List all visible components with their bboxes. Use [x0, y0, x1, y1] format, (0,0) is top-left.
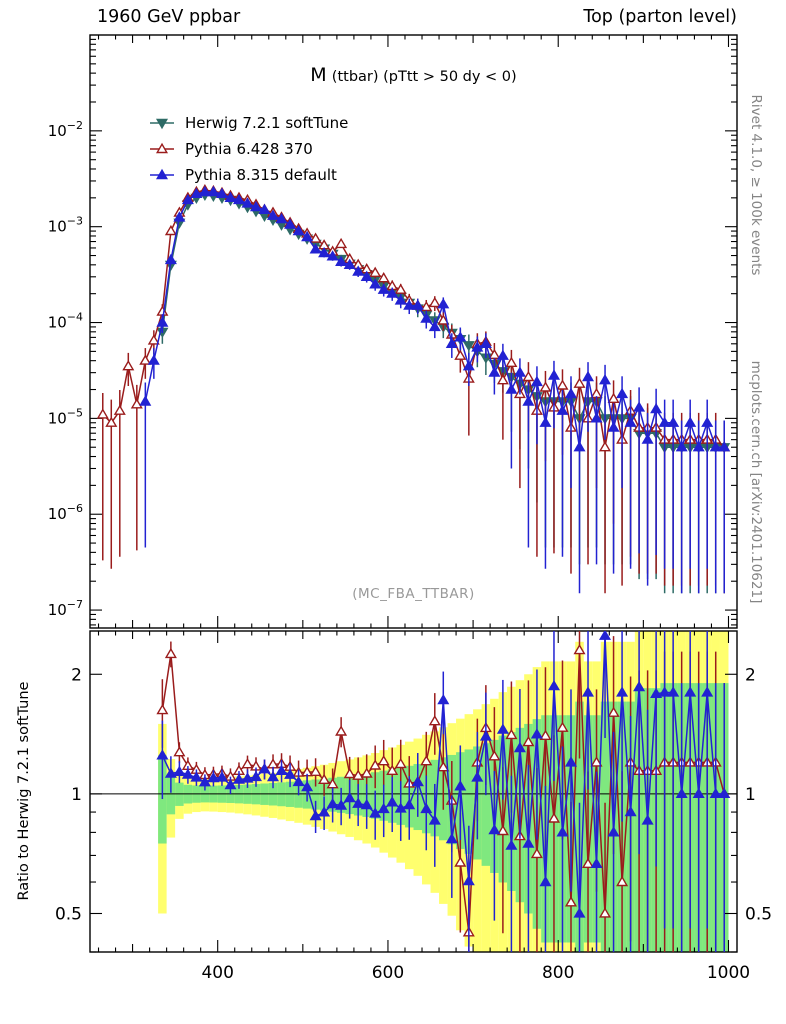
series-main-1 — [96, 184, 731, 594]
svg-text:1: 1 — [71, 785, 82, 805]
legend: Herwig 7.2.1 softTune Pythia 6.428 370 P… — [148, 110, 348, 188]
series-main-2 — [139, 185, 731, 594]
svg-text:10−6: 10−6 — [48, 502, 83, 523]
svg-text:10−7: 10−7 — [48, 598, 83, 619]
svg-text:10−3: 10−3 — [48, 215, 83, 236]
legend-label-pythia8: Pythia 8.315 default — [185, 166, 337, 184]
series-ratio-2 — [156, 631, 731, 952]
legend-marker-herwig — [150, 118, 174, 130]
svg-text:0.5: 0.5 — [55, 904, 82, 924]
svg-text:10−2: 10−2 — [48, 119, 83, 140]
svg-text:0.5: 0.5 — [745, 904, 772, 924]
axis-ticks — [90, 35, 737, 953]
rivet-version-caption: Rivet 4.1.0, ≥ 100k events — [748, 94, 764, 276]
plot-title-observable: M — [310, 64, 327, 86]
svg-text:2: 2 — [71, 665, 82, 685]
mcplots-arxiv-caption: mcplots.cern.ch [arXiv:2401.10621] — [748, 360, 764, 604]
legend-item-pythia6: Pythia 6.428 370 — [148, 136, 348, 162]
beam-energy-label: 1960 GeV ppbar — [97, 7, 241, 27]
plot-title: M (ttbar) (pTtt > 50 dy < 0) — [90, 64, 737, 86]
svg-text:600: 600 — [372, 963, 404, 983]
legend-marker-pythia6 — [150, 142, 174, 154]
legend-item-herwig: Herwig 7.2.1 softTune — [148, 110, 348, 136]
ratio-axis-title: Ratio to Herwig 7.2.1 softTune — [16, 681, 32, 901]
svg-text:10−5: 10−5 — [48, 406, 83, 427]
svg-text:2: 2 — [745, 665, 756, 685]
plot-title-cuts: (ttbar) (pTtt > 50 dy < 0) — [331, 69, 517, 85]
svg-text:10−4: 10−4 — [48, 311, 83, 332]
legend-label-herwig: Herwig 7.2.1 softTune — [185, 114, 349, 132]
svg-text:800: 800 — [542, 963, 574, 983]
ratio-panel-frame — [89, 630, 738, 953]
analysis-group-label: Top (parton level) — [583, 7, 737, 27]
svg-text:1000: 1000 — [707, 963, 750, 983]
analysis-watermark: (MC_FBA_TTBAR) — [352, 586, 475, 602]
legend-marker-pythia8 — [150, 168, 174, 180]
legend-item-pythia8: Pythia 8.315 default — [148, 162, 348, 188]
legend-label-pythia6: Pythia 6.428 370 — [185, 140, 313, 158]
axis-tick-labels: 400 600 800 1000 10−2 10−3 10−4 10−5 10−6 10−7 0.5… — [48, 119, 772, 983]
svg-text:1: 1 — [745, 785, 756, 805]
series-main-0 — [156, 190, 731, 594]
svg-text:400: 400 — [201, 963, 233, 983]
